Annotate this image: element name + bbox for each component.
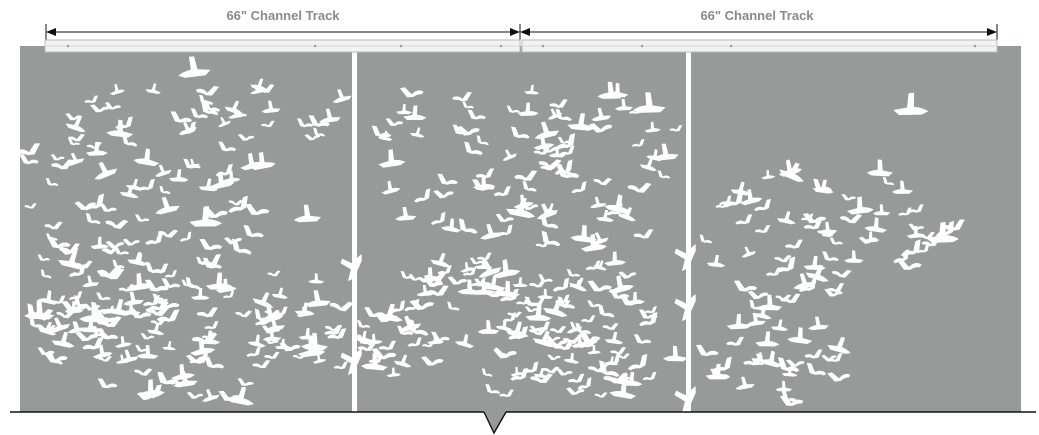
dimension-left-label: 66" Channel Track xyxy=(226,8,340,23)
channel-track-right xyxy=(521,39,998,53)
dimension-left-arrow-end xyxy=(510,28,520,36)
dimension-right: 66" Channel Track xyxy=(519,8,998,40)
dimension-right-label: 66" Channel Track xyxy=(700,8,814,23)
dimension-left-arrow-start xyxy=(46,28,56,36)
channel-track-left xyxy=(44,39,521,53)
dimension-left: 66" Channel Track xyxy=(45,8,521,40)
break-symbol xyxy=(483,411,507,435)
dimension-right-arrow-start xyxy=(520,28,530,36)
dimension-right-arrow-end xyxy=(987,28,997,36)
panel-seam-right xyxy=(686,50,691,422)
panel-seam-left xyxy=(352,50,357,422)
